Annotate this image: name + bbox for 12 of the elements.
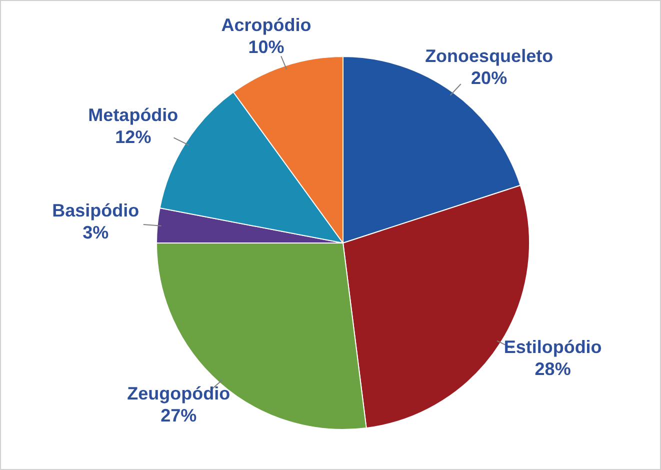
- slice-label: Zeugopódio: [127, 383, 230, 404]
- data-label: 10%: [248, 37, 284, 58]
- data-label: 27%: [160, 405, 197, 426]
- slice-label: Estilopódio: [504, 336, 602, 357]
- data-label: 20%: [471, 68, 508, 88]
- slice-label: Acropódio: [221, 15, 312, 36]
- data-label: 12%: [115, 126, 152, 147]
- slice-label: Metapódio: [88, 104, 178, 125]
- data-label: 28%: [534, 358, 571, 379]
- data-label: 3%: [82, 222, 109, 243]
- slice-label: Basipódio: [52, 200, 140, 221]
- slice-label: Zonoesqueleto: [425, 46, 554, 66]
